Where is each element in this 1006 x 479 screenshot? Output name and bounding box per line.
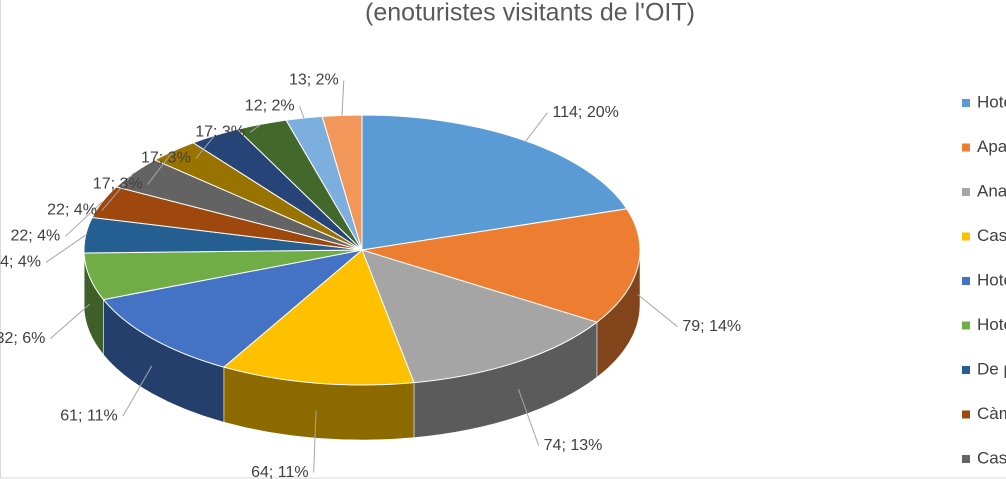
legend-label: Casa amics/familiars: [977, 448, 1006, 467]
legend-swatch: [962, 321, 970, 330]
legend-label: Casa rural comarca: [977, 226, 1006, 245]
leader-line: [45, 234, 86, 263]
leader-line: [122, 365, 153, 417]
legend-swatch: [962, 99, 970, 107]
legend-label: Càmping costa: [977, 404, 1006, 423]
data-label: 22; 4%: [10, 228, 60, 245]
leader-line: [341, 80, 345, 116]
legend-swatch: [962, 232, 970, 241]
leader-line: [50, 303, 90, 340]
legend-label: Anar i tornar: [977, 181, 1006, 200]
slice: [222, 249, 415, 386]
slice: [361, 249, 598, 384]
legend-label: Apartament costa: [977, 137, 1006, 156]
legend-swatch: [962, 366, 970, 374]
leader-line: [517, 388, 540, 446]
leader-line: [64, 201, 103, 237]
leader-line: [525, 112, 548, 142]
leader-line: [313, 410, 317, 473]
legend-label: De pas: [977, 359, 1006, 378]
data-label: 74; 13%: [544, 437, 603, 454]
leader-line: [195, 135, 216, 159]
data-label: 17; 3%: [93, 176, 143, 193]
slice: [361, 114, 628, 251]
slice: [361, 208, 641, 323]
data-label: 17; 3%: [141, 150, 191, 167]
data-label: 12; 2%: [245, 98, 295, 115]
data-label: 24; 4%: [0, 254, 41, 271]
data-label: 32; 6%: [0, 330, 45, 347]
data-label: 114; 20%: [552, 104, 618, 121]
legend-label: Hotel costa: [977, 270, 1006, 289]
legend-label: Hotel /hostal comarca: [977, 92, 1006, 111]
data-label: 22; 4%: [47, 202, 97, 219]
leader-line: [249, 123, 262, 133]
leader-line: [299, 106, 305, 119]
leader-line: [637, 294, 678, 327]
data-label: 17; 3%: [195, 124, 245, 141]
data-label: 13; 2%: [289, 72, 339, 89]
chart-title: (enoturistes visitants de l'OIT): [365, 0, 695, 27]
legend-swatch: [962, 455, 970, 463]
slice: [102, 249, 364, 368]
legend-label: Hotel fora comarca/costa: [977, 315, 1006, 334]
leader-line: [147, 150, 174, 185]
legend-swatch: [962, 188, 970, 196]
leader-line: [101, 172, 135, 211]
legend-swatch: [962, 410, 970, 419]
data-label: 61; 11%: [60, 407, 118, 424]
legend-swatch: [962, 277, 970, 285]
data-label: 64; 11%: [251, 464, 309, 479]
legend-swatch: [962, 143, 970, 152]
data-label: 79; 14%: [682, 318, 741, 335]
